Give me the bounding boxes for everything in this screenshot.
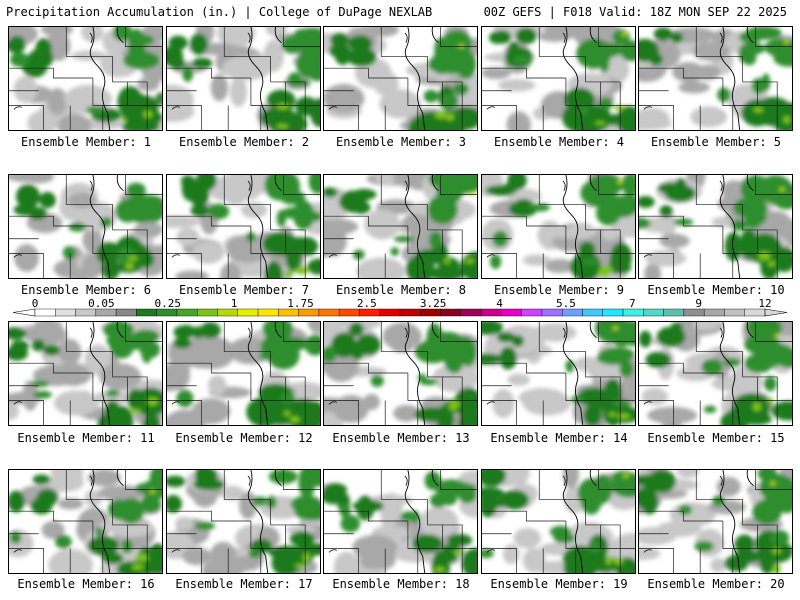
colorbar-bin <box>501 308 522 317</box>
ensemble-member-label: Ensemble Member: 2 <box>178 135 310 149</box>
colorbar-bin <box>136 308 157 317</box>
colorbar-tick-label: 0.05 <box>88 297 115 310</box>
map-title: Precipitation Accumulation (in.) | Colle… <box>6 5 433 19</box>
ensemble-member-map <box>638 26 793 131</box>
ensemble-member-map <box>8 321 163 426</box>
colorbar-bin <box>562 308 583 317</box>
colorbar-bin <box>55 308 76 317</box>
colorbar-tick-label: 2.5 <box>356 297 377 310</box>
ensemble-member-label: Ensemble Member: 9 <box>493 283 625 297</box>
ensemble-member-label: Ensemble Member: 18 <box>332 577 470 591</box>
ensemble-member-map <box>166 321 321 426</box>
ensemble-member-label: Ensemble Member: 17 <box>175 577 313 591</box>
colorbar-tick-label: 9 <box>695 297 702 310</box>
colorbar-bin <box>75 308 97 317</box>
colorbar-bin <box>724 308 745 317</box>
ensemble-member-label: Ensemble Member: 11 <box>17 431 155 445</box>
colorbar-bin <box>460 308 482 317</box>
ensemble-member-map <box>323 174 478 279</box>
ensemble-member-label: Ensemble Member: 20 <box>647 577 785 591</box>
colorbar-tick-label: 3.25 <box>419 297 447 310</box>
colorbar-bin <box>440 308 462 317</box>
colorbar-bin <box>34 308 56 317</box>
colorbar-bin <box>298 308 320 317</box>
ensemble-member-map <box>481 174 636 279</box>
ensemble-member-label: Ensemble Member: 5 <box>650 135 782 149</box>
colorbar-bin <box>420 308 441 317</box>
colorbar-tick-label: 0.25 <box>154 297 181 310</box>
ensemble-member-map <box>166 469 321 574</box>
colorbar-bin <box>197 308 218 317</box>
ensemble-member-map <box>638 469 793 574</box>
colorbar-bin <box>318 308 340 317</box>
ensemble-member-label: Ensemble Member: 13 <box>332 431 470 445</box>
colorbar-bin <box>582 308 603 317</box>
colorbar-bin <box>95 308 117 317</box>
colorbar-bin <box>237 308 259 317</box>
ensemble-member-map <box>8 174 163 279</box>
ensemble-member-map <box>481 26 636 131</box>
ensemble-member-label: Ensemble Member: 19 <box>490 577 628 591</box>
colorbar-bin <box>663 308 685 317</box>
ensemble-member-label: Ensemble Member: 6 <box>20 283 152 297</box>
colorbar-tick-label: 0 <box>31 297 39 310</box>
colorbar-bin <box>703 308 725 317</box>
ensemble-member-label: Ensemble Member: 14 <box>490 431 628 445</box>
colorbar-bin <box>602 308 624 317</box>
ensemble-member-label: Ensemble Member: 3 <box>335 135 467 149</box>
ensemble-member-map <box>323 26 478 131</box>
ensemble-member-label: Ensemble Member: 7 <box>178 283 310 297</box>
colorbar-tick-label: 7 <box>628 297 636 310</box>
ensemble-member-map <box>481 469 636 574</box>
colorbar-bin <box>683 308 705 317</box>
colorbar-max-arrow <box>764 308 788 317</box>
ensemble-member-map <box>8 469 163 574</box>
colorbar-bin <box>399 308 421 317</box>
colorbar-tick-label: 1 <box>230 297 238 310</box>
ensemble-member-map <box>638 174 793 279</box>
ensemble-member-map <box>323 469 478 574</box>
colorbar-bin <box>744 308 766 317</box>
colorbar-bin <box>379 308 401 317</box>
colorbar-tick-label: 1.75 <box>287 297 314 310</box>
ensemble-member-map <box>638 321 793 426</box>
ensemble-member-label: Ensemble Member: 4 <box>493 135 625 149</box>
colorbar-min-arrow <box>12 308 36 317</box>
ensemble-member-map <box>166 26 321 131</box>
colorbar-bin <box>359 308 380 317</box>
ensemble-member-label: Ensemble Member: 12 <box>175 431 313 445</box>
colorbar-bin <box>176 308 198 317</box>
ensemble-member-label: Ensemble Member: 1 <box>20 135 152 149</box>
ensemble-member-map <box>481 321 636 426</box>
colorbar-tick-label: 5.5 <box>555 297 576 310</box>
colorbar-bin <box>115 308 137 317</box>
colorbar-bin <box>156 308 178 317</box>
colorbar-bin <box>338 308 360 317</box>
colorbar-tick-label: 12 <box>758 297 772 310</box>
colorbar-bin <box>278 308 299 317</box>
colorbar-bin <box>257 308 279 317</box>
ensemble-member-label: Ensemble Member: 16 <box>17 577 155 591</box>
colorbar-bin <box>643 308 664 317</box>
ensemble-member-map <box>166 174 321 279</box>
ensemble-member-label: Ensemble Member: 10 <box>647 283 785 297</box>
ensemble-member-label: Ensemble Member: 8 <box>335 283 467 297</box>
ensemble-member-map <box>323 321 478 426</box>
precip-colorbar <box>12 308 788 317</box>
model-run-valid-time: 00Z GEFS | F018 Valid: 18Z MON SEP 22 20… <box>483 5 787 19</box>
ensemble-member-map <box>8 26 163 131</box>
ensemble-member-label: Ensemble Member: 15 <box>647 431 785 445</box>
colorbar-tick-label: 4 <box>496 297 503 310</box>
colorbar-bin <box>541 308 563 317</box>
colorbar-bin <box>622 308 644 317</box>
colorbar-bin <box>480 308 502 317</box>
colorbar-bin <box>521 308 543 317</box>
colorbar-bin <box>217 308 238 317</box>
